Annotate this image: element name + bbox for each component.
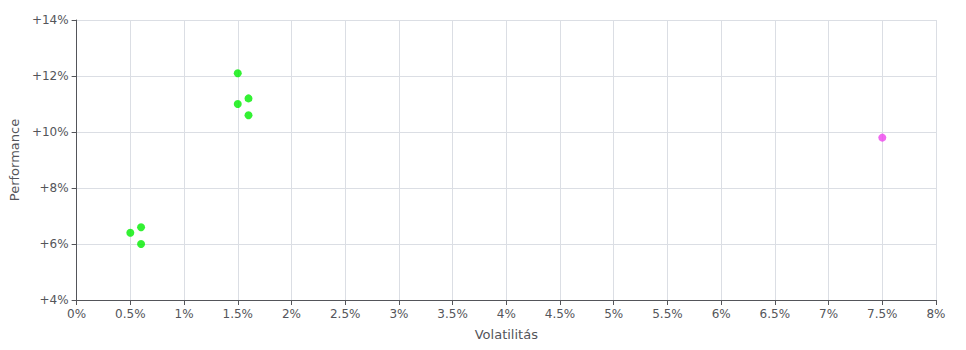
svg-text:1.5%: 1.5% — [223, 307, 254, 321]
svg-text:3.5%: 3.5% — [437, 307, 468, 321]
svg-text:+12%: +12% — [32, 69, 69, 83]
svg-text:5%: 5% — [604, 307, 623, 321]
svg-text:6.5%: 6.5% — [760, 307, 791, 321]
svg-text:4%: 4% — [497, 307, 516, 321]
svg-text:8%: 8% — [926, 307, 945, 321]
svg-text:+6%: +6% — [40, 237, 69, 251]
svg-text:1%: 1% — [175, 307, 194, 321]
svg-text:0.5%: 0.5% — [115, 307, 146, 321]
svg-text:6%: 6% — [712, 307, 731, 321]
svg-text:+10%: +10% — [32, 125, 69, 139]
svg-text:Performance: Performance — [7, 119, 22, 201]
svg-text:5.5%: 5.5% — [652, 307, 683, 321]
svg-text:3%: 3% — [389, 307, 408, 321]
svg-text:7%: 7% — [819, 307, 838, 321]
svg-text:+14%: +14% — [32, 13, 69, 27]
svg-text:0%: 0% — [67, 307, 86, 321]
svg-text:+8%: +8% — [40, 181, 69, 195]
svg-text:2%: 2% — [282, 307, 301, 321]
svg-text:2.5%: 2.5% — [330, 307, 361, 321]
svg-text:+4%: +4% — [40, 293, 69, 307]
svg-text:Volatilitás: Volatilitás — [475, 327, 538, 342]
svg-text:4.5%: 4.5% — [545, 307, 576, 321]
svg-text:7.5%: 7.5% — [867, 307, 898, 321]
